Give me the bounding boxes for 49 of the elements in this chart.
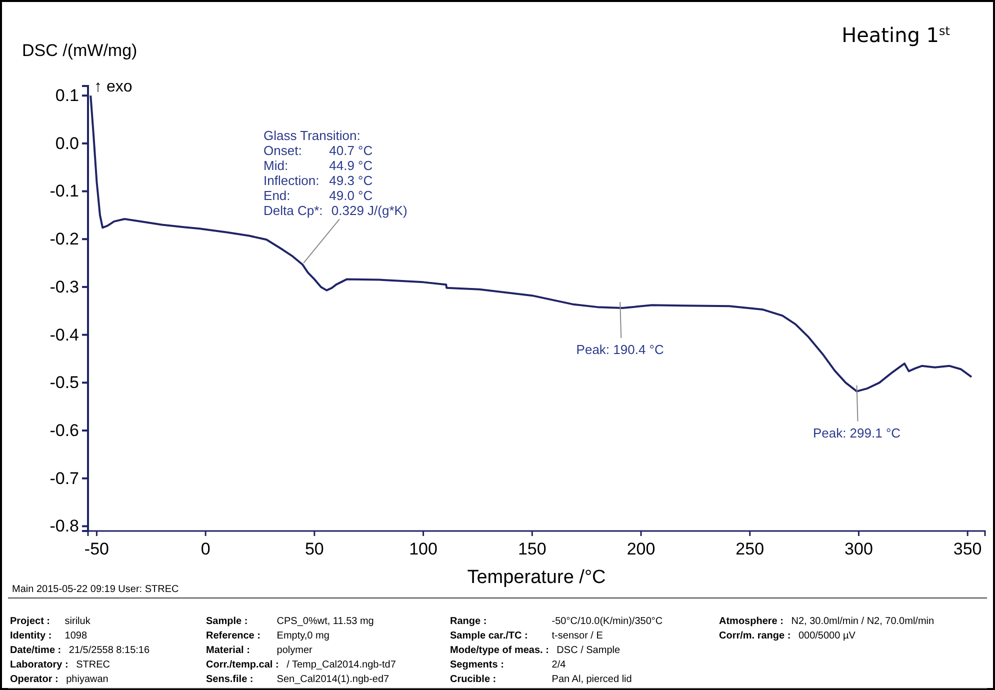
text: Onset: 40.7 °C [264, 143, 373, 158]
text: Segments : 2/4 [450, 660, 566, 670]
annotation: Peak: 190.4 °C [576, 342, 664, 358]
y-tick-label: -0.6 [50, 420, 79, 440]
annotation: ↑ exo [94, 78, 132, 96]
x-tick-label: 100 [409, 539, 438, 558]
y-tick-label: -0.8 [50, 516, 79, 536]
text: Corr./temp.cal : / Temp_Cal2014.ngb-td7 [206, 660, 396, 670]
x-tick-label: 250 [736, 539, 764, 558]
x-axis-title: Temperature /°C [467, 567, 606, 588]
y-tick-label: -0.5 [50, 373, 79, 392]
text: End: 49.0 °C [264, 188, 373, 204]
chart-title: Heating 1$^{st}$ [842, 23, 950, 47]
y-tick-label: -0.3 [50, 277, 79, 296]
x-tick-label: 150 [518, 539, 546, 558]
text: Sens.file : Sen_Cal2014(1).ngb-ed7 [206, 674, 390, 685]
text: Identity : 1098 [10, 630, 88, 642]
x-tick-label: 50 [304, 539, 324, 558]
x-tick-label: 300 [844, 539, 873, 558]
y-axis-title: DSC /(mW/mg) [22, 41, 138, 60]
annotation: Inflection: 49.3 °C [264, 173, 373, 188]
x-tick-label: -50 [84, 539, 109, 558]
annotation: Delta Cp*: 0.329 J/(g*K) [264, 203, 408, 218]
text: Project : siriluk [10, 616, 90, 627]
annotation: Glass Transition: [264, 128, 360, 144]
y-tick-label: -0.2 [50, 230, 79, 249]
x-tick-label: 0 [200, 539, 210, 558]
text: Material : polymer [206, 645, 312, 656]
text: Sample car./TC : t-sensor / E [450, 630, 603, 642]
y-tick-label: -0.4 [50, 325, 79, 344]
x-tick-label: 350 [953, 539, 982, 558]
text: Operator : phiyawan [10, 674, 108, 685]
y-tick-label: 0.1 [55, 86, 79, 106]
text: Date/time : 21/5/2558 8:15:16 [10, 645, 150, 656]
x-tick-label: 200 [626, 539, 656, 558]
text: Main 2015-05-22 09:19 User: STREC [12, 584, 179, 595]
text: Mode/type of meas. : DSC / Sample [450, 645, 620, 656]
y-tick-label: 0.0 [55, 134, 79, 153]
y-tick-label: -0.7 [50, 468, 79, 488]
text: Mid: 44.9 °C [264, 158, 373, 174]
text: Atmosphere : N2, 30.0ml/min / N2, 70.0ml/min [719, 616, 934, 627]
text: Sample : CPS_0%wt, 11.53 mg [206, 616, 374, 627]
annotation: Peak: 299.1 °C [812, 425, 901, 440]
text: Corr/m. range : 000/5000 µV [719, 630, 856, 642]
text: Range : -50°C/10.0(K/min)/350°C [450, 616, 663, 627]
text: Reference : Empty,0 mg [206, 630, 330, 642]
text: Laboratory : STREC [10, 660, 110, 670]
y-tick-label: -0.1 [50, 182, 79, 201]
text: Crucible : Pan Al, pierced lid [450, 674, 632, 685]
